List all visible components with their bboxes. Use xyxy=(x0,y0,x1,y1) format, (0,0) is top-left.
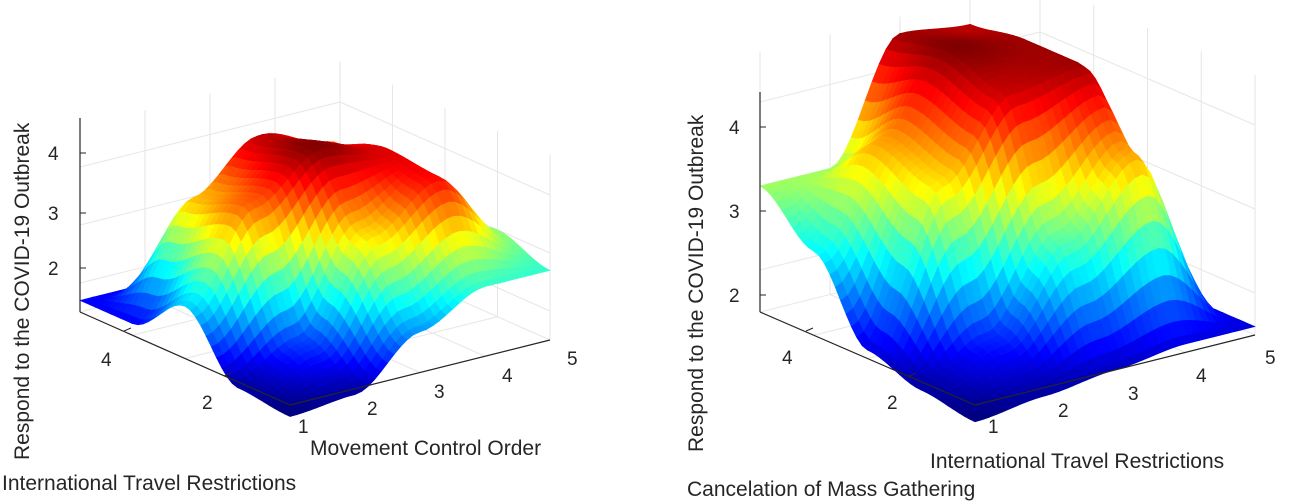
axes-left: 4 3 2 4 2 1 2 3 4 5 Respond to the COVID… xyxy=(2,118,578,495)
x-tick-label: 5 xyxy=(1265,348,1276,369)
y-tick-mark xyxy=(123,327,132,332)
x-tick-label: 2 xyxy=(1058,401,1069,422)
x-tick-label: 3 xyxy=(434,382,445,403)
z-axis-label: Respond to the COVID-19 Outbreak xyxy=(11,122,34,460)
x-tick-label: 4 xyxy=(502,366,513,387)
surface-patch xyxy=(968,416,983,423)
z-tick-label: 4 xyxy=(729,118,740,139)
x-axis-line xyxy=(974,334,1256,406)
z-tick-label: 2 xyxy=(48,259,59,280)
grid-line xyxy=(79,101,341,168)
axes-right: 4 3 2 4 2 1 2 3 4 5 Respond to the COVID… xyxy=(685,92,1276,501)
z-tick-label: 3 xyxy=(729,202,740,223)
x-tick-label: 1 xyxy=(988,417,999,438)
x-tick-label: 1 xyxy=(298,417,309,438)
y-tick-label: 2 xyxy=(202,393,213,414)
y-axis-label: International Travel Restrictions xyxy=(2,472,296,495)
z-axis-label: Respond to the COVID-19 Outbreak xyxy=(685,114,708,452)
y-axis-line xyxy=(759,311,976,406)
x-axis-label: Movement Control Order xyxy=(310,437,541,460)
surface-plot-left: 4 3 2 4 2 1 2 3 4 5 Respond to the COVID… xyxy=(2,61,578,495)
x-axis-label: International Travel Restrictions xyxy=(930,450,1224,473)
y-axis-line xyxy=(79,311,291,406)
surface-left xyxy=(79,133,551,417)
surface-patch xyxy=(283,411,298,417)
z-tick-label: 3 xyxy=(48,204,59,225)
surface-right xyxy=(759,23,1256,423)
z-tick-label: 2 xyxy=(729,286,740,307)
x-tick-label: 5 xyxy=(567,349,578,370)
x-tick-label: 2 xyxy=(367,399,378,420)
grid-line xyxy=(1039,31,1256,126)
y-tick-label: 4 xyxy=(782,348,793,369)
x-tick-label: 4 xyxy=(1196,366,1207,387)
y-axis-label: Cancelation of Mass Gathering xyxy=(687,478,975,501)
surface-plot-right: 4 3 2 4 2 1 2 3 4 5 Respond to the COVID… xyxy=(685,0,1276,501)
y-tick-label: 4 xyxy=(101,350,112,371)
z-tick-label: 4 xyxy=(48,144,59,165)
x-axis-line xyxy=(289,339,551,406)
y-tick-label: 2 xyxy=(887,393,898,414)
y-tick-mark xyxy=(908,372,917,377)
grid-line xyxy=(339,101,551,196)
y-tick-mark xyxy=(223,372,232,377)
y-tick-mark xyxy=(805,327,814,332)
x-tick-label: 3 xyxy=(1128,384,1139,405)
